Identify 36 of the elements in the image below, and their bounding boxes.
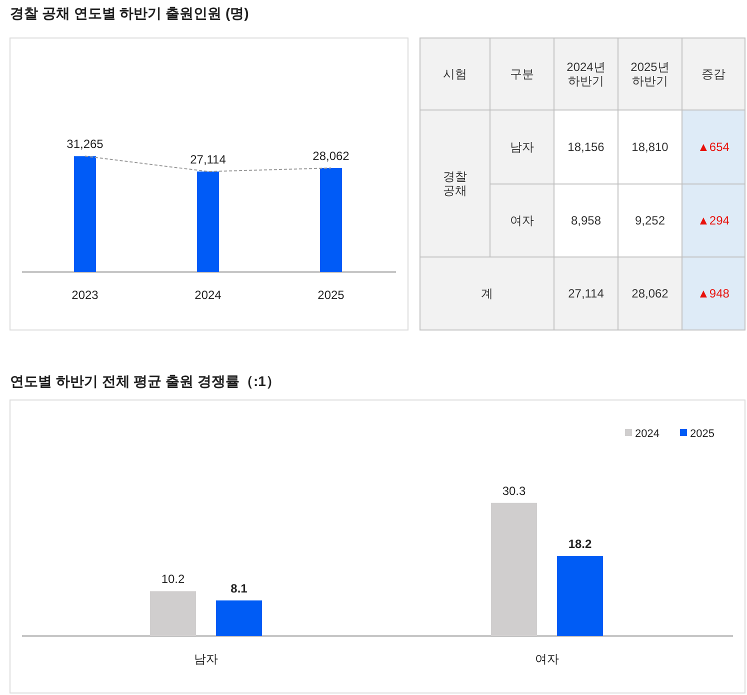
chart-title: 연도별 하반기 전체 평균 출원 경쟁률（:1） — [10, 373, 280, 389]
bar — [557, 556, 603, 636]
text: 8,958 — [570, 214, 602, 228]
text: 28,062 — [632, 286, 669, 300]
text: 여자 — [510, 214, 534, 228]
text: 27,114 — [568, 286, 604, 300]
text: 9,252 — [634, 214, 666, 228]
text: 계 — [481, 286, 493, 300]
bar — [491, 502, 537, 636]
text: 구분 — [510, 67, 534, 81]
x-tick-label: 2024 — [194, 288, 222, 302]
text: 2024년 하반기 — [566, 60, 606, 88]
data-label: 28,062 — [312, 149, 350, 164]
text: 경찰 공채 — [443, 170, 467, 198]
legend-label: 2025 — [690, 428, 714, 440]
text: 2025년 하반기 — [630, 60, 670, 88]
bar — [150, 591, 196, 636]
data-label: 8.1 — [230, 581, 248, 596]
x-tick-label: 2025 — [318, 288, 345, 302]
chart-title: 경찰 공채 연도별 하반기 출원인원 (명) — [10, 5, 249, 21]
text: 남자 — [510, 140, 534, 154]
x-tick-label: 2023 — [72, 288, 99, 302]
text: 시험 — [443, 67, 467, 81]
text: 증감 — [702, 67, 726, 81]
text: 18,156 — [568, 140, 605, 154]
text: ▲294 — [698, 214, 730, 228]
data-label: 30.3 — [502, 484, 526, 498]
text: ▲654 — [698, 140, 730, 154]
legend-label: 2024 — [635, 428, 660, 440]
data-label: 10.2 — [161, 572, 185, 586]
data-label: 27,114 — [190, 152, 226, 167]
text: ▲948 — [698, 286, 730, 300]
data-label: 18.2 — [568, 537, 592, 552]
text: 18,810 — [632, 140, 669, 154]
data-label: 31,265 — [66, 137, 104, 152]
bar — [216, 600, 262, 636]
